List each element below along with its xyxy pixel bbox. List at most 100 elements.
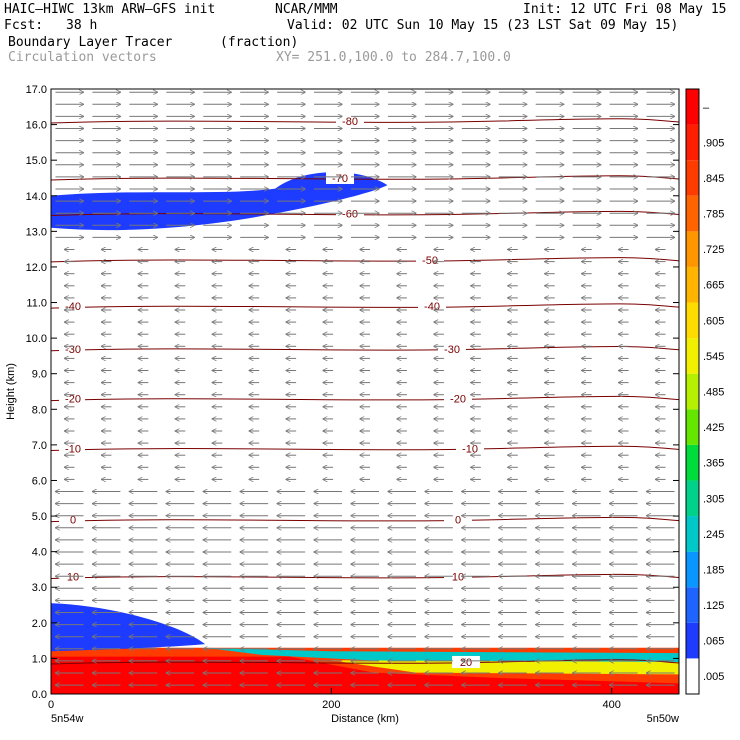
y-tick-label: 3.0 xyxy=(32,582,47,594)
x-end-label-right: 5n50w xyxy=(647,713,679,725)
colorbar-label: .305 xyxy=(703,493,724,505)
y-tick-label: 11.0 xyxy=(26,298,47,310)
y-tick-label: 6.0 xyxy=(32,475,47,487)
colorbar-label: .605 xyxy=(703,315,724,327)
colorbar-label: .785 xyxy=(703,209,724,221)
colorbar-label: .065 xyxy=(703,636,724,648)
colorbar-swatch xyxy=(686,658,699,694)
colorbar-swatch xyxy=(686,89,699,125)
colorbar-label: .125 xyxy=(703,600,724,612)
contour-line xyxy=(51,257,679,263)
colorbar-swatch xyxy=(686,124,699,161)
colorbar-swatch xyxy=(686,551,699,588)
colorbar-label: .365 xyxy=(703,458,724,470)
contour-label: -10 xyxy=(65,443,81,455)
fcst-label: Fcst: xyxy=(4,18,44,33)
fcst-value: 38 h xyxy=(66,18,98,33)
y-tick-label: 1.0 xyxy=(32,653,47,665)
field-name: Boundary Layer Tracer xyxy=(8,35,173,50)
contour-label-bg xyxy=(438,342,466,355)
colorbar-label: .245 xyxy=(703,529,724,541)
contour-label-bg xyxy=(59,513,85,526)
y-tick-label: 2.0 xyxy=(32,618,47,630)
x-tick-label: 200 xyxy=(322,699,340,711)
colorbar-label: .905 xyxy=(703,137,724,149)
colorbar-label: – xyxy=(703,102,710,114)
colorbar-label: .665 xyxy=(703,280,724,292)
contour-label: -30 xyxy=(65,344,81,356)
y-tick-label: 13.0 xyxy=(26,226,47,238)
contour-label: -20 xyxy=(65,394,81,406)
contour-label-bg xyxy=(444,570,472,583)
colorbar-swatch xyxy=(686,231,699,267)
y-tick-label: 15.0 xyxy=(26,155,47,167)
colorbar-label: .545 xyxy=(703,351,724,363)
colorbar-swatch xyxy=(686,302,699,339)
contour-label: -30 xyxy=(444,344,460,356)
contour-label: -40 xyxy=(424,301,440,313)
y-tick-label: 16.0 xyxy=(26,120,47,132)
contour-label: 10 xyxy=(452,572,464,584)
plot-frame xyxy=(50,88,680,695)
y-tick-label: 12.0 xyxy=(26,262,47,274)
colorbar-swatch xyxy=(686,160,699,196)
contour-label: -40 xyxy=(65,301,81,313)
colorbar-swatch xyxy=(686,373,699,410)
colorbar-swatch xyxy=(686,266,699,303)
colorbar-swatch xyxy=(686,622,699,659)
contour-label: -60 xyxy=(342,209,358,221)
colorbar-frame xyxy=(685,88,700,695)
y-tick-label: 8.0 xyxy=(32,404,47,416)
contour-line xyxy=(51,445,679,451)
contour-label-bg xyxy=(456,442,484,455)
colorbar-label: .485 xyxy=(703,387,724,399)
colorbar-label: .425 xyxy=(703,422,724,434)
y-tick-label: 5.0 xyxy=(32,511,47,523)
colorbar: .005 .065 .125 .185 .245 .305 .365 .425 .485 .545… xyxy=(685,88,724,695)
contour-label: 0 xyxy=(455,515,461,527)
contour-label: 20 xyxy=(460,657,472,669)
init-time: Init: 12 UTC Fri 08 May 15 xyxy=(523,2,727,17)
axes: 0.0 1.0 2.0 3.0 4.0 5.0 6.0 7.0 8.0 9.0 10.0 11.0 12… xyxy=(5,84,679,725)
colorbar-swatch xyxy=(686,444,699,481)
colorbar-label: .005 xyxy=(703,671,724,683)
colorbar-swatch xyxy=(686,409,699,445)
y-axis-label: Height (km) xyxy=(5,363,17,420)
colorbar-swatch xyxy=(686,516,699,552)
xy-range: XY= 251.0,100.0 to 284.7,100.0 xyxy=(276,50,511,65)
colorbar-label: .845 xyxy=(703,173,724,185)
contour-label-bg xyxy=(336,115,364,128)
contour-label-bg xyxy=(418,300,446,313)
colorbar-swatch xyxy=(686,480,699,517)
y-tick-label: 4.0 xyxy=(32,547,47,559)
tracer-low-layer xyxy=(51,603,206,652)
wind-vectors xyxy=(55,92,674,685)
field-units: (fraction) xyxy=(220,35,299,50)
contour-label-bg xyxy=(444,392,472,405)
colorbar-label: .185 xyxy=(703,564,724,576)
contour-label: -80 xyxy=(342,116,358,128)
x-tick-label: 400 xyxy=(603,699,621,711)
contour-label: -10 xyxy=(462,443,478,455)
org-label: NCAR/MMM xyxy=(275,2,338,17)
contour-line xyxy=(51,118,679,124)
contour-line xyxy=(51,303,679,309)
y-tick-label: 0.0 xyxy=(32,689,47,701)
contour-label: -50 xyxy=(422,255,438,267)
colorbar-swatch xyxy=(686,195,699,232)
contour-label: 10 xyxy=(67,572,79,584)
y-tick-label: 9.0 xyxy=(32,369,47,381)
contour-label: 0 xyxy=(70,515,76,527)
vector-label: Circulation vectors xyxy=(8,50,157,65)
colorbar-label: .725 xyxy=(703,244,724,256)
colorbar-swatch xyxy=(686,587,699,623)
y-tick-label: 7.0 xyxy=(32,440,47,452)
x-end-label-left: 5n54w xyxy=(51,713,83,725)
y-tick-label: 14.0 xyxy=(26,191,47,203)
x-axis-label: Distance (km) xyxy=(331,713,399,725)
colorbar-swatch xyxy=(686,338,699,374)
tracer-mid-band xyxy=(331,660,679,675)
y-tick-label: 17.0 xyxy=(26,84,47,96)
x-tick-label: 0 xyxy=(48,699,54,711)
